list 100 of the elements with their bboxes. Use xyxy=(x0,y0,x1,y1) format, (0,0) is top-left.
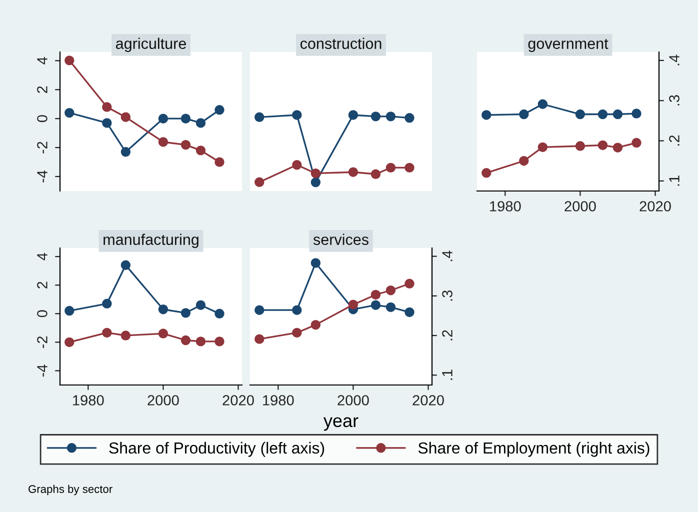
point xyxy=(386,302,396,312)
point xyxy=(310,320,321,330)
point xyxy=(310,168,321,178)
chart-title: government xyxy=(528,38,608,52)
point xyxy=(292,160,302,170)
point xyxy=(482,110,492,120)
x-tick-label: 2000 xyxy=(338,395,369,406)
point xyxy=(102,102,112,112)
text: Graphs by sector xyxy=(28,484,112,496)
point xyxy=(348,167,358,177)
chart-title: agriculture xyxy=(116,38,186,52)
point xyxy=(348,110,358,120)
point xyxy=(310,258,321,268)
point xyxy=(102,298,112,309)
point xyxy=(370,112,381,122)
chart-title: services xyxy=(313,234,368,245)
legend-label: Share of Employment (right axis) xyxy=(418,442,650,457)
legend-label: Share of Productivity (left axis) xyxy=(109,442,324,457)
x-tick-label: 2020 xyxy=(640,201,671,212)
y-tick-label: 4 xyxy=(37,252,48,260)
point xyxy=(254,334,264,344)
point xyxy=(519,109,529,120)
point xyxy=(370,169,381,179)
y2-tick-label: .4 xyxy=(442,250,452,262)
point xyxy=(64,337,74,348)
point xyxy=(214,105,224,115)
x-tick-label: 1980 xyxy=(490,201,521,212)
point xyxy=(598,109,608,120)
y-tick-label: -4 xyxy=(37,364,48,377)
point xyxy=(180,308,191,318)
point xyxy=(120,112,131,122)
point xyxy=(386,162,396,173)
point xyxy=(254,305,264,315)
x-tick-label: 2000 xyxy=(148,395,179,406)
point xyxy=(120,330,131,340)
point xyxy=(292,328,302,338)
x-axis-title: year xyxy=(323,417,358,431)
point xyxy=(158,114,168,124)
point xyxy=(196,118,206,128)
point xyxy=(292,110,302,120)
point xyxy=(310,177,321,188)
point xyxy=(612,142,623,152)
point xyxy=(254,112,264,122)
point xyxy=(482,168,492,178)
x-tick-label: 1980 xyxy=(73,395,104,406)
point xyxy=(102,328,112,338)
y-tick-label: 2 xyxy=(37,282,48,288)
y2-tick-label: .2 xyxy=(442,330,452,340)
point xyxy=(538,99,548,109)
point xyxy=(120,147,131,157)
point xyxy=(519,156,529,166)
point xyxy=(404,278,414,288)
point xyxy=(64,306,74,316)
point xyxy=(292,305,302,315)
y2-tick-label: .1 xyxy=(669,176,680,186)
point xyxy=(158,304,168,314)
y-tick-label: 2 xyxy=(37,86,48,93)
point xyxy=(158,137,168,147)
point xyxy=(370,300,381,310)
point xyxy=(180,140,191,150)
point xyxy=(386,286,396,296)
point xyxy=(102,118,112,128)
y2-tick-label: .3 xyxy=(442,290,452,301)
y2-tick-label: .2 xyxy=(669,135,680,146)
point xyxy=(196,146,206,156)
y2-tick-label: .1 xyxy=(442,370,452,380)
point xyxy=(158,328,168,338)
point xyxy=(120,260,131,270)
y2-tick-label: .3 xyxy=(669,95,680,106)
point xyxy=(64,108,74,118)
point xyxy=(404,162,414,173)
y-tick-label: 0 xyxy=(37,115,48,122)
point xyxy=(612,109,623,120)
point xyxy=(404,113,414,123)
point xyxy=(632,108,642,118)
y2-tick-label: .4 xyxy=(669,54,680,66)
y-tick-label: -2 xyxy=(37,336,48,348)
point xyxy=(196,300,206,310)
point xyxy=(370,290,381,300)
y-tick-label: 0 xyxy=(37,310,48,318)
point xyxy=(254,177,264,188)
point xyxy=(538,142,548,152)
point xyxy=(386,112,396,122)
point xyxy=(632,138,642,148)
point xyxy=(575,109,586,120)
point xyxy=(64,56,74,66)
x-tick-label: 2020 xyxy=(412,395,444,406)
y-tick-label: -2 xyxy=(37,142,48,154)
x-tick-label: 1980 xyxy=(263,395,294,406)
point xyxy=(196,336,206,346)
point xyxy=(214,157,224,167)
chart-title: manufacturing xyxy=(104,234,198,248)
chart-title: construction xyxy=(300,38,382,49)
x-tick-label: 2000 xyxy=(564,201,596,212)
point xyxy=(180,335,191,346)
point xyxy=(404,307,414,318)
y-tick-label: -4 xyxy=(37,170,48,182)
point xyxy=(214,336,224,346)
y-tick-label: 4 xyxy=(37,57,48,64)
point xyxy=(575,141,586,151)
